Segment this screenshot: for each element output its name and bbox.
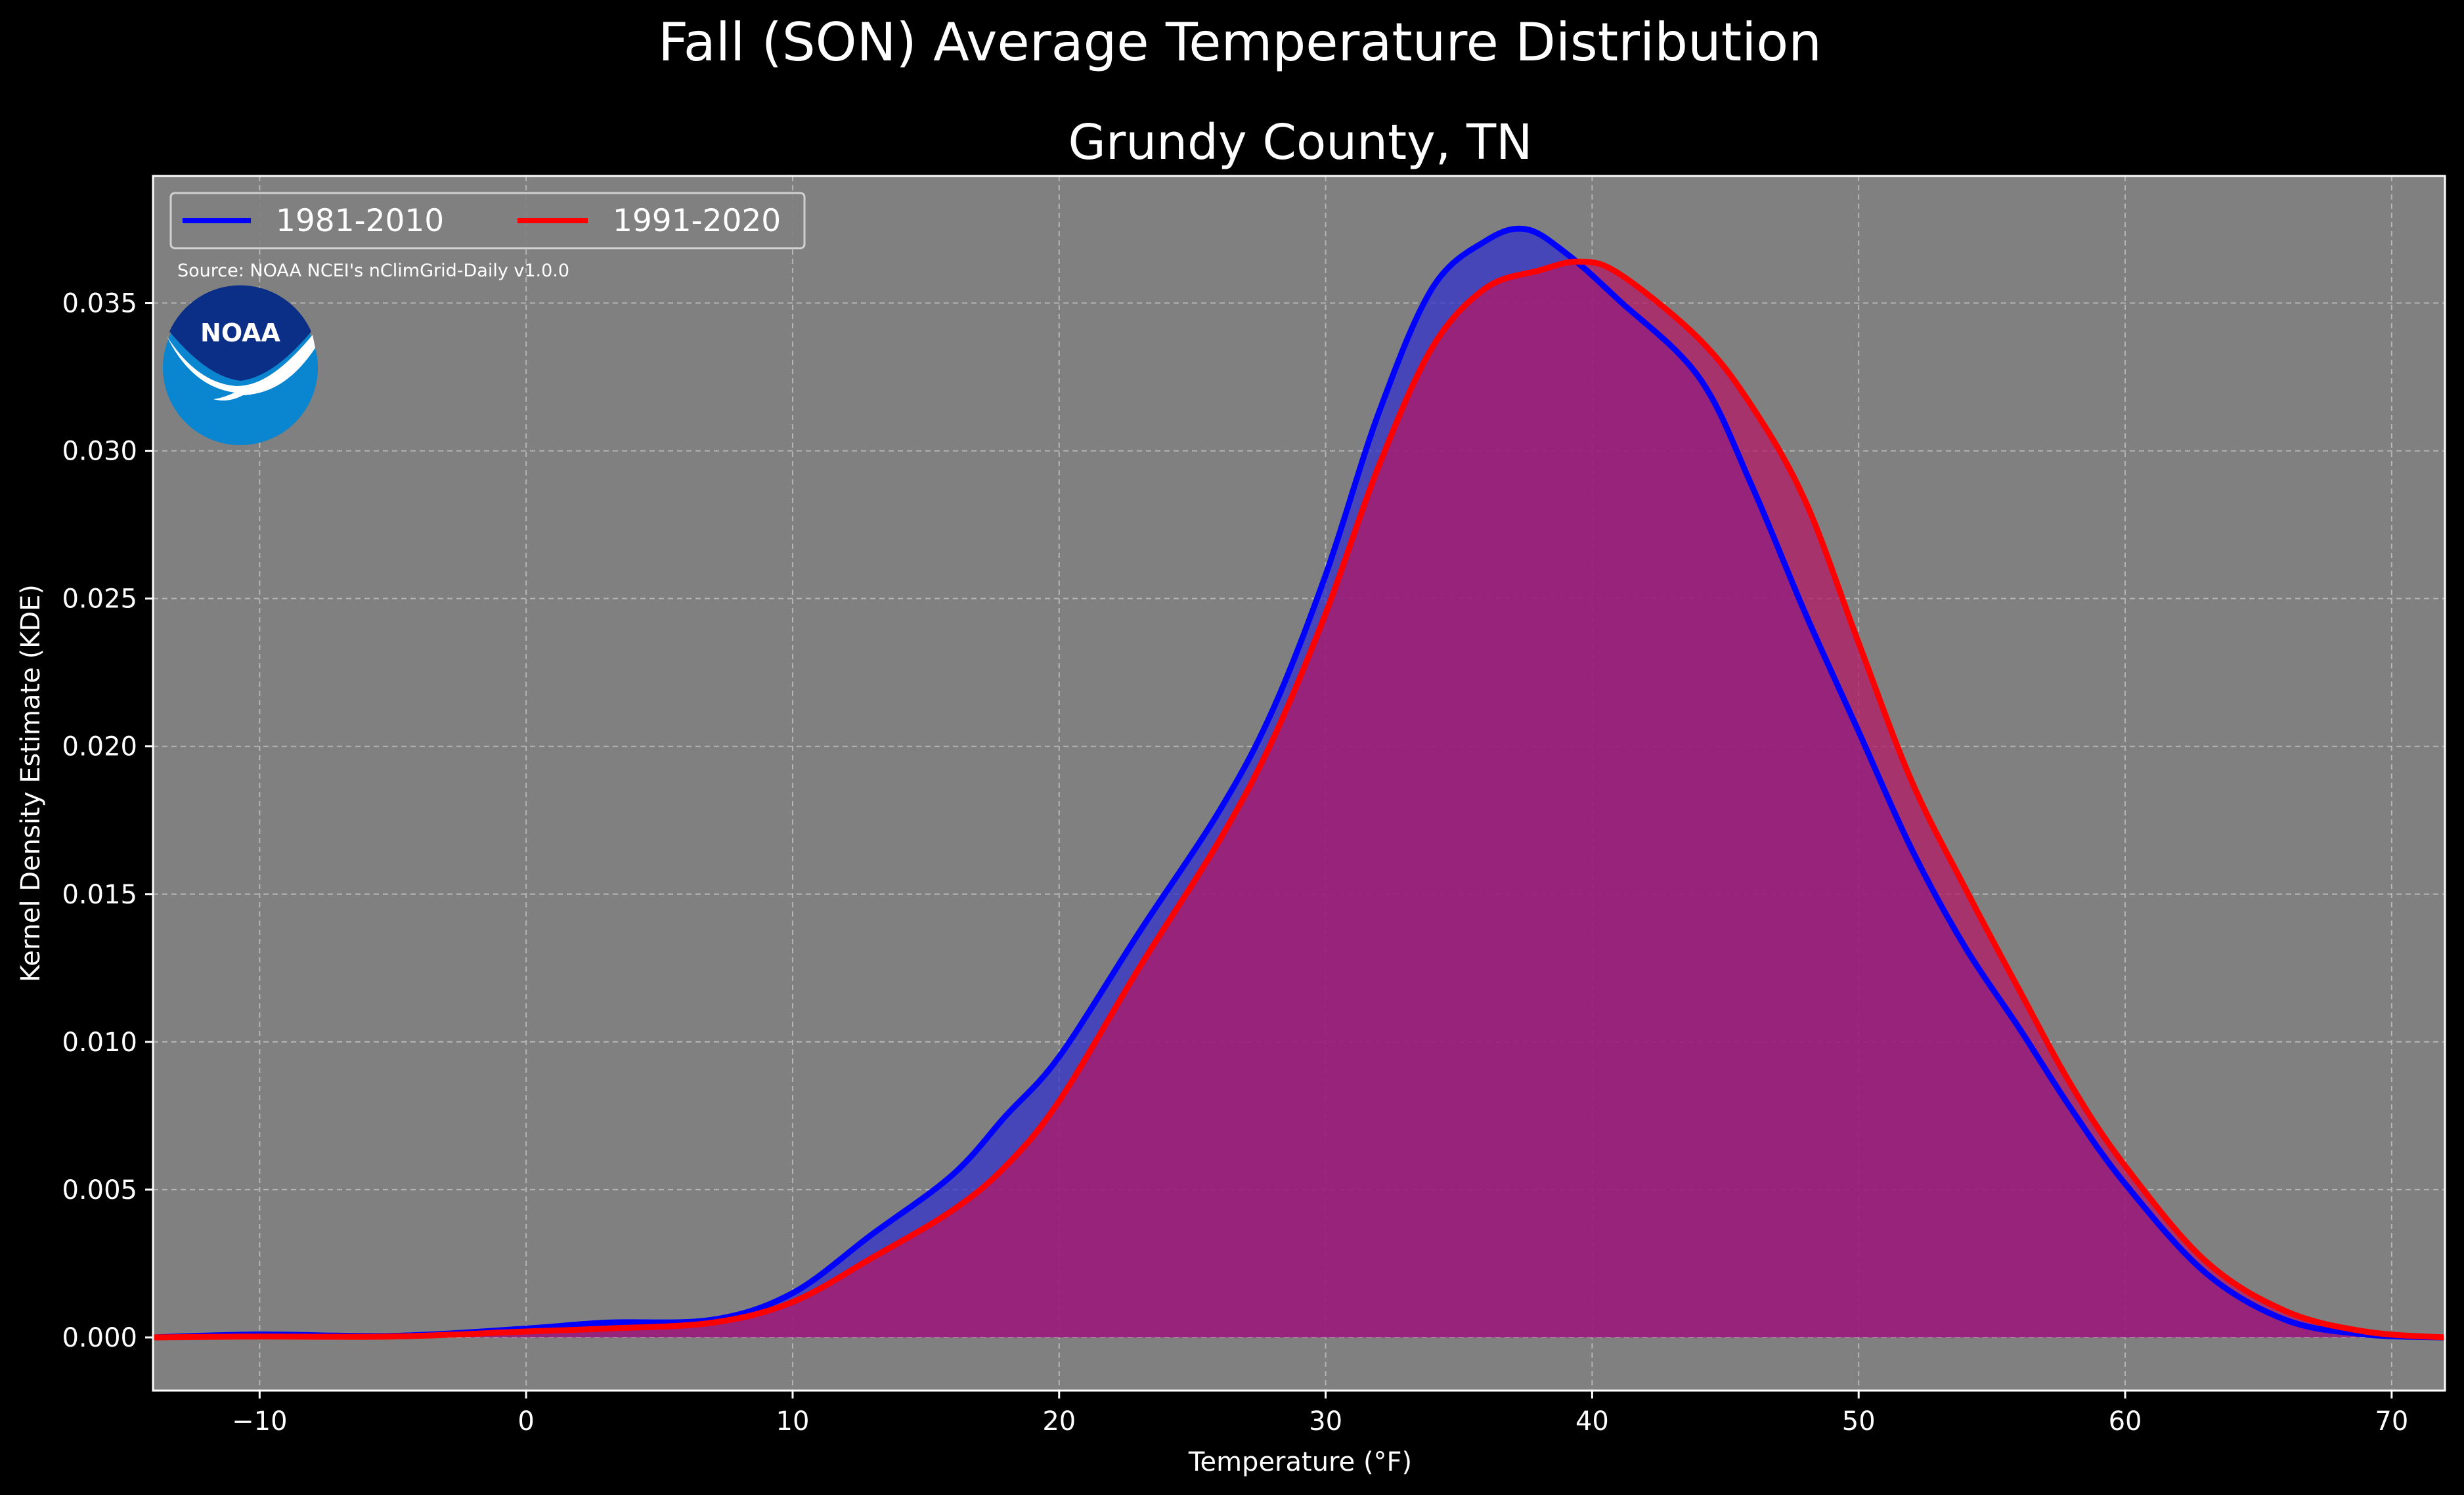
y-tick-label: 0.025 xyxy=(62,584,137,615)
noaa-logo-bird-icon xyxy=(167,335,315,401)
source-note: Source: NOAA NCEI's nClimGrid-Daily v1.0… xyxy=(177,261,569,281)
y-tick-label: 0.030 xyxy=(62,437,137,467)
fill-layer xyxy=(153,228,2445,1337)
plot-frame xyxy=(152,175,2446,1392)
x-tick-label: 0 xyxy=(517,1406,534,1437)
suptitle: Fall (SON) Average Temperature Distribut… xyxy=(658,12,1822,73)
y-tick-label: 0.035 xyxy=(62,289,137,319)
x-tick-label: 70 xyxy=(2375,1406,2408,1437)
x-axis-ticks: −10 0 10 20 30 40 50 60 70 xyxy=(232,1391,2408,1437)
legend-label-1991-2020: 1991-2020 xyxy=(613,203,781,239)
series-line-1981-2010 xyxy=(152,225,2446,1341)
x-tick-label: 40 xyxy=(1575,1406,1609,1437)
y-axis-label: Kernel Density Estimate (KDE) xyxy=(16,584,46,982)
area-fill-1991-2020 xyxy=(153,261,2445,1337)
line-layer xyxy=(152,225,2446,1341)
x-tick-label: 10 xyxy=(776,1406,810,1437)
y-tick-label: 0.005 xyxy=(62,1175,137,1205)
y-tick-label: 0.020 xyxy=(62,732,137,762)
x-axis-label: Temperature (°F) xyxy=(1188,1447,1412,1477)
x-tick-label: 30 xyxy=(1309,1406,1342,1437)
legend: 1981-2010 1991-2020 xyxy=(169,192,806,249)
x-tick-label: 20 xyxy=(1042,1406,1076,1437)
y-tick-label: 0.010 xyxy=(62,1028,137,1058)
y-axis-ticks: 0.000 0.005 0.010 0.015 0.020 0.025 0.030 0.035 xyxy=(62,289,153,1353)
x-tick-label: −10 xyxy=(232,1406,287,1437)
legend-label-1981-2010: 1981-2010 xyxy=(276,203,444,239)
chart-title: Grundy County, TN xyxy=(1068,114,1532,171)
legend-box xyxy=(169,192,806,249)
x-tick-label: 60 xyxy=(2109,1406,2142,1437)
series-line-1991-2020 xyxy=(152,258,2446,1341)
y-tick-label: 0.000 xyxy=(62,1323,137,1353)
x-tick-label: 50 xyxy=(1842,1406,1876,1437)
noaa-logo-text: NOAA xyxy=(200,318,280,347)
noaa-logo-inner-shape xyxy=(169,285,311,381)
noaa-logo: NOAA xyxy=(163,285,318,445)
y-tick-label: 0.015 xyxy=(62,880,137,910)
